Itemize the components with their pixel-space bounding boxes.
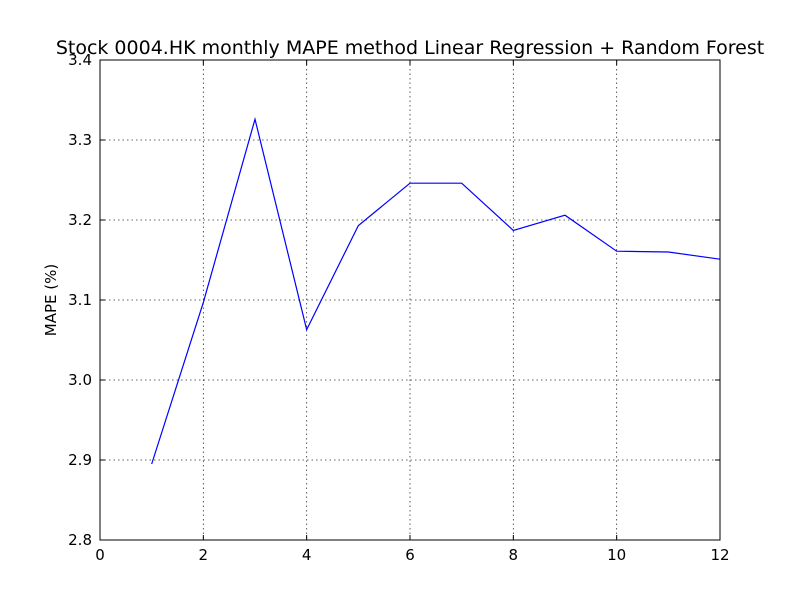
y-tick-label: 3.0 [68, 371, 92, 389]
y-tick-label: 2.8 [68, 531, 92, 549]
y-tick-label: 3.4 [68, 51, 92, 69]
y-tick-label: 2.9 [68, 451, 92, 469]
x-tick-label: 12 [710, 546, 729, 564]
x-tick-label: 6 [405, 546, 415, 564]
y-tick-label: 3.1 [68, 291, 92, 309]
series-group [151, 116, 721, 465]
x-tick-label: 4 [302, 546, 312, 564]
x-tick-label: 0 [95, 546, 105, 564]
x-tick-label: 2 [199, 546, 209, 564]
x-tick-label: 10 [607, 546, 626, 564]
axis-ticks: 0 2 4 6 8 10 12 2.8 2.9 3.0 3.1 3.2 3.3 3.4 [68, 51, 729, 564]
y-axis-label: MAPE (%) [42, 264, 60, 336]
y-tick-label: 3.3 [68, 131, 92, 149]
y-tick-label: 3.2 [68, 211, 92, 229]
grid [100, 60, 720, 540]
series-line [151, 116, 721, 465]
x-tick-label: 8 [509, 546, 519, 564]
chart-title: Stock 0004.HK monthly MAPE method Linear… [56, 37, 764, 59]
